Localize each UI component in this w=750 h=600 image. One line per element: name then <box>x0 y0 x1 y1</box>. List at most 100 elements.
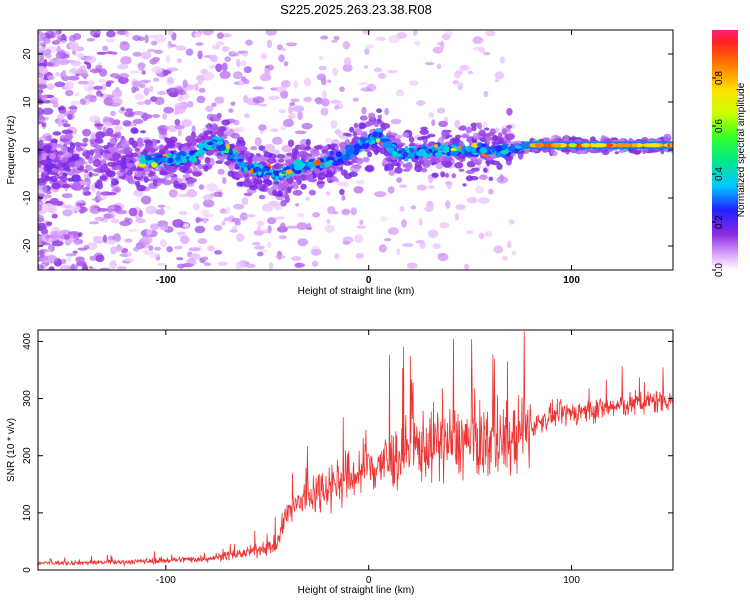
spectrogram-noise-blob <box>424 62 435 66</box>
spectrogram-noise-blob <box>472 36 484 44</box>
spectrogram-ridge-point <box>313 160 321 166</box>
spectrogram-blob <box>487 132 495 137</box>
spectrogram-ridge-point <box>216 140 224 145</box>
spectrogram-blob <box>55 166 61 170</box>
spectrogram-noise-blob <box>260 53 268 60</box>
spectrogram-noise-blob <box>54 81 66 88</box>
spectrogram-ridge-point <box>151 162 158 168</box>
spectrogram-blob <box>389 137 398 142</box>
spectrogram-noise-blob <box>197 79 203 85</box>
spectrogram-blob <box>523 149 530 154</box>
spectrogram-blob <box>203 130 214 135</box>
spectrogram-blob <box>135 180 141 187</box>
spectrogram-noise-blob <box>257 251 264 257</box>
spectrogram-blob <box>367 151 373 158</box>
spectrogram-noise-blob <box>115 76 124 80</box>
spectrogram-noise-blob <box>46 221 53 227</box>
spectrogram-noise-blob <box>483 90 489 98</box>
spectrogram-noise-blob <box>134 93 144 101</box>
spectrogram-noise-blob <box>67 113 73 120</box>
spectrogram-ridge-point <box>234 151 239 156</box>
spectrogram-blob <box>506 124 513 129</box>
spectrogram-noise-blob <box>206 245 216 252</box>
spectrogram-blob <box>57 161 63 167</box>
spectrogram-noise-blob <box>90 132 96 140</box>
spectrogram-noise-blob <box>177 94 184 102</box>
spectrogram-noise-blob <box>286 225 299 229</box>
spectrogram-noise-blob <box>111 97 123 106</box>
spectrogram-noise-blob <box>130 70 140 74</box>
y-tick-label: 0 <box>22 147 33 153</box>
spectrogram-ridge-point <box>228 148 233 154</box>
spectrogram-blob <box>531 148 539 153</box>
spectrogram-noise-blob <box>149 58 158 65</box>
spectrogram-noise-blob <box>61 184 72 189</box>
spectrogram-noise-blob <box>68 34 77 43</box>
spectrogram-blob <box>438 120 448 128</box>
spectrogram-ridge-point <box>139 158 147 164</box>
spectrogram-noise-blob <box>46 62 55 67</box>
spectrogram-blob <box>131 140 138 149</box>
spectrogram-noise-blob <box>332 67 338 77</box>
spectrogram-noise-blob <box>140 79 152 84</box>
spectrogram-noise-blob <box>151 114 161 118</box>
spectrogram-noise-blob <box>428 112 434 118</box>
spectrogram-blob <box>71 168 77 173</box>
spectrogram-noise-blob <box>244 113 250 119</box>
spectrogram-blob <box>380 123 391 129</box>
spectrogram-blob <box>458 168 465 172</box>
spectrogram-noise-blob <box>98 78 106 84</box>
spectrogram-noise-blob <box>395 89 405 97</box>
spectrogram-noise-blob <box>306 222 312 230</box>
spectrogram-blob <box>134 167 145 172</box>
spectrogram-blob <box>39 159 47 166</box>
spectrogram-noise-blob <box>378 244 387 253</box>
spectrogram-blob <box>105 170 116 178</box>
spectrogram-noise-blob <box>173 245 183 250</box>
spectrogram-noise-blob <box>202 217 208 224</box>
spectrogram-noise-blob <box>70 264 79 270</box>
spectrogram-noise-blob <box>79 202 86 206</box>
spectrogram-noise-blob <box>166 246 174 253</box>
spectrogram-noise-blob <box>432 243 441 250</box>
spectrogram-blob <box>88 171 93 178</box>
spectrogram-noise-blob <box>38 193 46 197</box>
spectrogram-noise-blob <box>114 125 123 131</box>
spectrogram-noise-blob <box>485 30 496 37</box>
spectrogram-noise-blob <box>221 62 228 72</box>
spectrogram-blob <box>459 140 464 145</box>
spectrogram-noise-blob <box>152 77 160 82</box>
spectrogram-blob <box>63 167 71 172</box>
spectrogram-noise-blob <box>234 127 240 133</box>
spectrogram-noise-blob <box>53 30 59 38</box>
x-tick-label: -100 <box>156 575 176 586</box>
spectrogram-noise-blob <box>305 196 310 201</box>
spectrogram-blob <box>121 155 127 163</box>
spectrogram-noise-blob <box>241 52 249 57</box>
spectrogram-noise-blob <box>38 90 42 99</box>
spectrogram-noise-blob <box>453 82 464 86</box>
spectrogram-blob <box>299 139 308 147</box>
spectrogram-blob <box>216 112 222 119</box>
spectrogram-noise-blob <box>418 218 423 226</box>
spectrogram-blob <box>123 146 133 155</box>
spectrogram-noise-blob <box>133 189 144 197</box>
spectrogram-noise-blob <box>51 240 64 247</box>
spectrogram-ridge-point <box>233 155 240 160</box>
spectrogram-noise-blob <box>219 70 231 79</box>
spectrogram-noise-blob <box>87 242 98 251</box>
spectrogram-noise-blob <box>268 261 274 270</box>
spectrogram-noise-blob <box>319 56 324 60</box>
spectrogram-blob <box>454 162 464 169</box>
spectrogram-ridge-point <box>194 152 200 157</box>
spectrogram-noise-blob <box>275 255 286 259</box>
spectrogram-blob <box>187 177 197 184</box>
spectrogram-noise-blob <box>484 231 493 237</box>
spectrogram-blob <box>376 108 383 113</box>
spectrogram-noise-blob <box>103 97 114 106</box>
spectrogram-noise-blob <box>488 188 494 195</box>
spectrogram-blob <box>242 180 253 187</box>
spectrogram-blob <box>243 192 253 197</box>
spectrogram-noise-blob <box>359 219 364 225</box>
spectrogram-noise-blob <box>68 67 79 75</box>
